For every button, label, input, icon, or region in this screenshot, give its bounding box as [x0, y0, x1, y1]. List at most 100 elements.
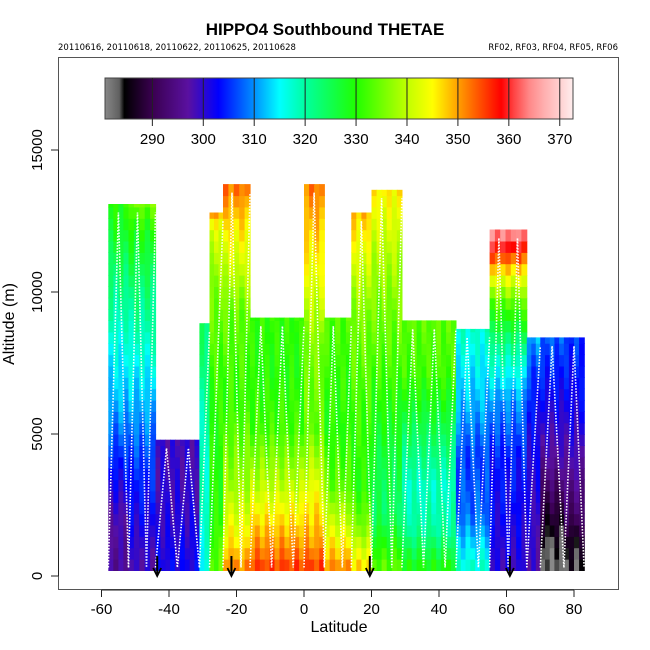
heat-cell [568, 422, 575, 435]
heat-cell [376, 320, 383, 333]
heat-cell [309, 524, 315, 537]
heat-cell [371, 422, 378, 435]
heat-cell [233, 206, 240, 219]
heat-cell [128, 479, 135, 492]
heat-cell [239, 502, 246, 515]
heat-cell [223, 479, 229, 492]
heat-cell [406, 388, 413, 401]
heat-cell [401, 559, 408, 571]
heat-cell [118, 490, 125, 503]
heat-cell [351, 275, 357, 287]
heat-cell [244, 434, 251, 446]
heat-cell [574, 547, 580, 560]
heat-cell [170, 524, 176, 537]
heat-cell [254, 399, 261, 412]
heat-cell [204, 445, 211, 458]
flight-track [127, 212, 157, 568]
heat-cell [431, 502, 437, 515]
heat-cell [214, 297, 220, 310]
heat-cell [133, 524, 140, 537]
heat-cell [401, 524, 408, 537]
heat-cell [526, 445, 532, 458]
heat-cell [460, 388, 467, 401]
heat-cell [396, 399, 403, 412]
heat-cell [244, 445, 251, 458]
heat-cell [209, 320, 215, 333]
heat-cell [416, 479, 423, 492]
heat-cell [480, 536, 486, 549]
heat-cell [484, 490, 491, 503]
heat-cell [568, 388, 575, 401]
x-tick-label: -40 [158, 601, 180, 618]
heat-cell [223, 490, 229, 503]
heat-cell [218, 547, 224, 560]
heat-cell [223, 184, 229, 197]
heat-cell [455, 536, 462, 549]
heat-cell [223, 286, 229, 299]
heat-cell [144, 320, 151, 333]
heat-cell [150, 218, 157, 231]
heat-cell [470, 445, 476, 458]
heat-cell [396, 286, 403, 299]
profile-column [540, 337, 565, 571]
heat-cell [165, 547, 171, 560]
heat-cell [214, 275, 220, 287]
heat-cell [505, 524, 512, 537]
heat-cell [319, 422, 325, 435]
heat-cell [259, 445, 266, 458]
heat-cell [304, 263, 310, 276]
heat-cell [391, 331, 398, 344]
heat-cell [460, 547, 467, 560]
heat-cell [386, 524, 393, 537]
heat-cell [108, 252, 114, 265]
heat-cell [371, 252, 378, 265]
heat-cell [510, 229, 517, 242]
heat-cell [568, 559, 575, 571]
heat-cell [568, 479, 575, 492]
heat-cell [371, 263, 378, 276]
heat-cell [279, 502, 285, 515]
heat-cell [411, 343, 418, 356]
heat-cell [244, 275, 251, 287]
heat-cell [150, 411, 157, 424]
heat-cell [233, 331, 240, 344]
heat-cell [366, 536, 373, 549]
heat-cell [480, 524, 486, 537]
heat-cell [175, 524, 181, 537]
heat-cell [133, 263, 140, 276]
heat-cell [366, 468, 373, 481]
heat-cell [274, 513, 280, 526]
heat-cell [406, 479, 413, 492]
heat-cell [391, 309, 398, 321]
heat-cell [133, 229, 140, 242]
heat-cell [269, 468, 276, 481]
heat-cell [521, 456, 528, 469]
heat-cell [446, 411, 452, 424]
heat-cell [133, 297, 140, 310]
heat-cell [386, 365, 393, 378]
heat-cell [118, 536, 125, 549]
heat-cell [531, 536, 537, 549]
heat-cell [510, 263, 517, 276]
heat-cell [204, 502, 211, 515]
heat-cell [304, 411, 310, 424]
heat-cell [401, 320, 408, 333]
heat-cell [264, 411, 271, 424]
heat-cell [214, 434, 220, 446]
heat-cell [421, 411, 427, 424]
heat-cell [441, 331, 447, 344]
heat-cell [239, 365, 246, 378]
heat-cell [309, 275, 315, 287]
heat-cell [259, 502, 266, 515]
heat-cell [431, 422, 437, 435]
heat-cell [335, 559, 342, 571]
heat-cell [170, 456, 176, 469]
heat-cell [233, 195, 240, 208]
heat-cell [510, 468, 517, 481]
heat-cell [319, 513, 325, 526]
heat-cell [314, 490, 320, 503]
heat-cell [289, 317, 295, 321]
heat-cell [401, 502, 408, 515]
heat-cell [460, 377, 467, 390]
heat-cell [494, 513, 501, 526]
